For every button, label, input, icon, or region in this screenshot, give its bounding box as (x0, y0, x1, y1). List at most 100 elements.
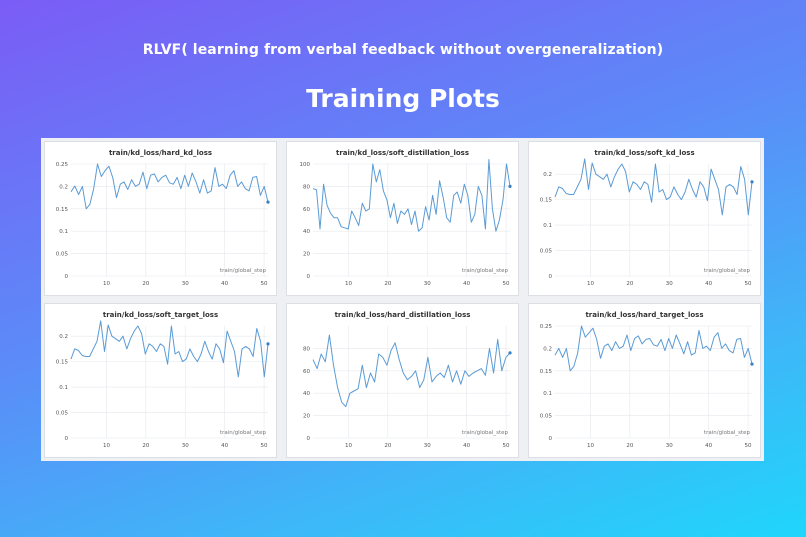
page-subtitle: RLVF( learning from verbal feedback with… (142, 42, 664, 58)
y-tick-label: 20 (303, 252, 310, 258)
x-tick-label: 20 (142, 443, 149, 449)
x-tick-label: 40 (705, 281, 712, 287)
y-tick-label: 60 (303, 369, 310, 375)
x-tick-label: 10 (587, 443, 594, 449)
y-tick-label: 0 (549, 436, 553, 442)
x-tick-label: 20 (626, 281, 633, 287)
x-tick-label: 10 (103, 281, 110, 287)
chart-svg: train/kd_loss/soft_distillation_loss 0 20 4… (300, 149, 512, 287)
x-axis-label: train/global_step (220, 430, 267, 436)
y-tick-label: 0.1 (543, 223, 552, 229)
y-tick-label: 0.05 (56, 411, 69, 417)
y-tick-label: 0.2 (59, 184, 68, 190)
series-end-point (508, 184, 512, 188)
x-tick-label: 10 (345, 443, 352, 449)
chart-title: train/kd_loss/hard_target_loss (585, 311, 703, 319)
y-tick-label: 0 (307, 436, 311, 442)
y-tick-label: 0.15 (56, 207, 69, 213)
y-tick-label: 0.2 (59, 334, 68, 340)
x-axis-label: train/global_step (462, 268, 509, 274)
x-tick-label: 30 (182, 281, 189, 287)
chart-title: train/kd_loss/hard_distillation_loss (335, 311, 471, 319)
y-tick-label: 0.2 (543, 346, 552, 352)
y-tick-label: 0.1 (543, 391, 552, 397)
series-line (70, 320, 269, 378)
series-line (70, 163, 269, 210)
chart-title: train/kd_loss/soft_kd_loss (594, 149, 694, 157)
x-tick-label: 50 (745, 443, 752, 449)
x-tick-label: 50 (503, 281, 510, 287)
series-end-point (750, 362, 754, 366)
series-line (554, 158, 753, 216)
y-tick-label: 0.1 (59, 229, 68, 235)
chart-title: train/kd_loss/soft_distillation_loss (336, 149, 469, 157)
y-tick-label: 0.25 (540, 324, 553, 330)
plots-board: train/kd_loss/hard_kd_loss 0 0.05 0.1 0.15 0.… (41, 138, 764, 461)
series-end-point (508, 351, 512, 355)
chart-panel-soft-kd-loss: train/kd_loss/soft_kd_loss 0 0.05 0.1 0.15 0.… (528, 141, 761, 296)
y-tick-label: 0 (65, 436, 69, 442)
series-end-point (266, 200, 270, 204)
y-tick-label: 0 (307, 274, 311, 280)
x-tick-label: 20 (626, 443, 633, 449)
y-tick-label: 80 (303, 184, 310, 190)
y-tick-label: 0.25 (56, 162, 69, 168)
x-tick-label: 40 (705, 443, 712, 449)
x-tick-label: 30 (666, 281, 673, 287)
series-line (554, 325, 753, 372)
x-tick-label: 40 (221, 443, 228, 449)
x-tick-label: 40 (463, 281, 470, 287)
x-tick-label: 30 (424, 443, 431, 449)
x-axis-label: train/global_step (704, 268, 751, 274)
y-tick-label: 0.05 (540, 249, 553, 255)
y-tick-label: 0 (549, 274, 553, 280)
y-tick-label: 0.15 (540, 369, 553, 375)
chart-svg: train/kd_loss/hard_target_loss 0 0.05 0.1 0.… (540, 311, 754, 449)
chart-panel-hard-kd-loss: train/kd_loss/hard_kd_loss 0 0.05 0.1 0.15 0.… (44, 141, 277, 296)
x-tick-label: 30 (182, 443, 189, 449)
chart-svg: train/kd_loss/soft_kd_loss 0 0.05 0.1 0.15 0.… (540, 149, 754, 287)
y-tick-label: 0 (65, 274, 69, 280)
series-end-point (750, 180, 754, 184)
x-axis-label: train/global_step (220, 268, 267, 274)
chart-panel-hard-target-loss: train/kd_loss/hard_target_loss 0 0.05 0.1 0.… (528, 303, 761, 458)
y-tick-label: 80 (303, 346, 310, 352)
y-tick-label: 0.15 (56, 360, 69, 366)
series-line (312, 334, 511, 408)
x-tick-label: 20 (384, 281, 391, 287)
x-tick-label: 20 (384, 443, 391, 449)
x-tick-label: 40 (463, 443, 470, 449)
y-tick-label: 20 (303, 414, 310, 420)
series-line (312, 159, 511, 232)
x-tick-label: 50 (261, 443, 268, 449)
y-tick-label: 40 (303, 391, 310, 397)
chart-panel-soft-distillation-loss: train/kd_loss/soft_distillation_loss 0 20 4… (286, 141, 519, 296)
x-axis-label: train/global_step (462, 430, 509, 436)
y-tick-label: 60 (303, 207, 310, 213)
y-tick-label: 0.05 (540, 414, 553, 420)
x-tick-label: 30 (424, 281, 431, 287)
x-tick-label: 10 (103, 443, 110, 449)
x-tick-label: 40 (221, 281, 228, 287)
chart-svg: train/kd_loss/soft_target_loss 0 0.05 0.1 0.… (56, 311, 270, 449)
page-title: Training Plots (306, 84, 500, 113)
y-tick-label: 100 (300, 162, 311, 168)
y-tick-label: 0.2 (543, 172, 552, 178)
chart-panel-soft-target-loss: train/kd_loss/soft_target_loss 0 0.05 0.1 0.… (44, 303, 277, 458)
y-tick-label: 40 (303, 229, 310, 235)
x-tick-label: 50 (503, 443, 510, 449)
x-tick-label: 20 (142, 281, 149, 287)
chart-title: train/kd_loss/soft_target_loss (103, 311, 218, 319)
x-tick-label: 50 (745, 281, 752, 287)
x-tick-label: 10 (587, 281, 594, 287)
chart-svg: train/kd_loss/hard_distillation_loss 0 20 4… (303, 311, 512, 449)
chart-title: train/kd_loss/hard_kd_loss (109, 149, 212, 157)
y-tick-label: 0.15 (540, 198, 553, 204)
chart-panel-hard-distillation-loss: train/kd_loss/hard_distillation_loss 0 20 4… (286, 303, 519, 458)
x-axis-label: train/global_step (704, 430, 751, 436)
x-tick-label: 30 (666, 443, 673, 449)
chart-svg: train/kd_loss/hard_kd_loss 0 0.05 0.1 0.15 0.… (56, 149, 270, 287)
y-tick-label: 0.05 (56, 252, 69, 258)
y-tick-label: 0.1 (59, 385, 68, 391)
x-tick-label: 50 (261, 281, 268, 287)
